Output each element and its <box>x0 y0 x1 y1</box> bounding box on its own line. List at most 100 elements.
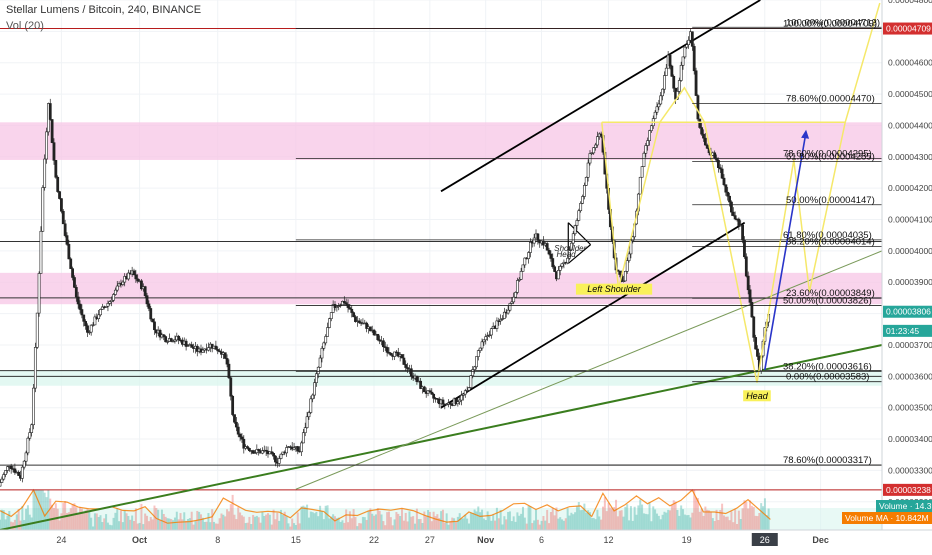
volume-bar <box>49 498 52 530</box>
candle-body <box>123 276 127 283</box>
volume-bar <box>159 519 162 530</box>
volume-bar <box>587 510 590 530</box>
candle-body <box>20 466 24 479</box>
candle-body <box>495 320 499 329</box>
candle-body <box>149 308 153 320</box>
candle-body <box>0 482 2 487</box>
candle-body <box>140 280 143 290</box>
price-tick-label: 0.00003300 <box>888 465 932 475</box>
volume-bar <box>319 505 322 530</box>
candle-body <box>229 377 233 397</box>
volume-bar <box>562 520 565 530</box>
candle-body <box>100 306 104 310</box>
volume-bar <box>339 521 342 530</box>
fib-level-label: 38.20%(0.00003616) <box>783 361 872 372</box>
axis-bg <box>882 0 932 550</box>
candle-body <box>545 243 549 251</box>
trend-lines <box>0 0 883 531</box>
candle-body <box>720 168 724 179</box>
candle-body <box>247 448 251 452</box>
candle-body <box>521 264 525 272</box>
volume-bar <box>468 523 471 530</box>
volume-bar <box>239 512 242 530</box>
volume-bar <box>642 513 645 530</box>
candle-body <box>153 321 156 331</box>
candle-body <box>419 380 423 389</box>
candle-body <box>692 46 696 72</box>
volume-bar <box>434 516 437 530</box>
candle-body <box>381 340 385 348</box>
time-tick-label: 15 <box>291 535 301 545</box>
volume-bar <box>207 513 210 530</box>
volume-bar <box>520 513 523 530</box>
volume-bar <box>722 515 725 530</box>
volume-bar <box>661 514 664 530</box>
candle-body <box>48 103 52 120</box>
candle-body <box>661 88 664 97</box>
volume-bar <box>216 523 219 530</box>
candle-body <box>687 39 691 45</box>
volume-bar <box>330 516 333 530</box>
volume-bar <box>220 513 223 530</box>
fibonacci-levels: 100.00%(0.00004709)78.60%(0.00004295)61.… <box>295 17 882 466</box>
volume-bar <box>501 524 504 530</box>
volume-bar <box>655 513 658 530</box>
candle-body <box>489 328 493 336</box>
volume-bar <box>401 508 404 530</box>
candle-body <box>460 395 463 401</box>
volume-bar <box>134 508 137 530</box>
volume-bar <box>680 505 683 530</box>
candle-body <box>482 339 486 343</box>
volume-bar <box>2 510 5 530</box>
candle-body <box>733 215 737 220</box>
triangle-edge <box>567 244 591 264</box>
candle-body <box>642 152 646 167</box>
volume-bar <box>696 498 699 530</box>
volume-bar <box>503 516 506 530</box>
target-arrow-head <box>801 129 810 139</box>
volume-bar <box>101 522 104 530</box>
candle-body <box>664 67 668 76</box>
candle-body <box>372 329 376 336</box>
candle-body <box>469 375 473 388</box>
candle-body <box>480 341 484 349</box>
pattern-overlay <box>601 2 881 383</box>
volume-ma-line <box>0 488 771 524</box>
candle-body <box>348 307 352 310</box>
volume-bar <box>685 515 688 530</box>
candle-body <box>454 398 458 405</box>
candle-body <box>549 253 553 259</box>
candle-body <box>672 76 676 89</box>
candle-body <box>577 210 581 221</box>
volume-bar <box>568 515 571 530</box>
candle-body <box>214 345 218 350</box>
volume-bar <box>291 518 294 530</box>
volume-bar <box>739 519 742 530</box>
volume-bar <box>730 511 733 530</box>
volume-bar <box>425 516 428 530</box>
candle-body <box>56 176 60 192</box>
candle-body <box>529 241 532 253</box>
candle-body <box>571 233 575 244</box>
volume-label: Volume · 14.399M <box>879 501 932 511</box>
volume-bar <box>32 490 35 530</box>
fib-level-label: 78.60%(0.00003317) <box>783 455 872 466</box>
candle-body <box>365 322 369 329</box>
volume-bar <box>373 515 376 530</box>
volume-bar <box>296 512 299 530</box>
candle-body <box>465 390 469 392</box>
volume-indicator-label[interactable]: Vol (20) <box>6 20 44 32</box>
candle-body <box>45 131 48 160</box>
volume-bar <box>667 509 670 530</box>
volume-bar <box>665 512 668 530</box>
volume-bar <box>460 518 463 530</box>
candle-body <box>746 275 750 291</box>
volume-bar <box>382 521 385 530</box>
volume-bar <box>745 501 748 530</box>
volume-bar <box>302 505 305 530</box>
volume-bar <box>598 516 601 530</box>
fib-level-label: 23.60%(0.00003849) <box>786 288 875 299</box>
candle-body <box>670 65 674 77</box>
volume-bar <box>274 519 277 530</box>
